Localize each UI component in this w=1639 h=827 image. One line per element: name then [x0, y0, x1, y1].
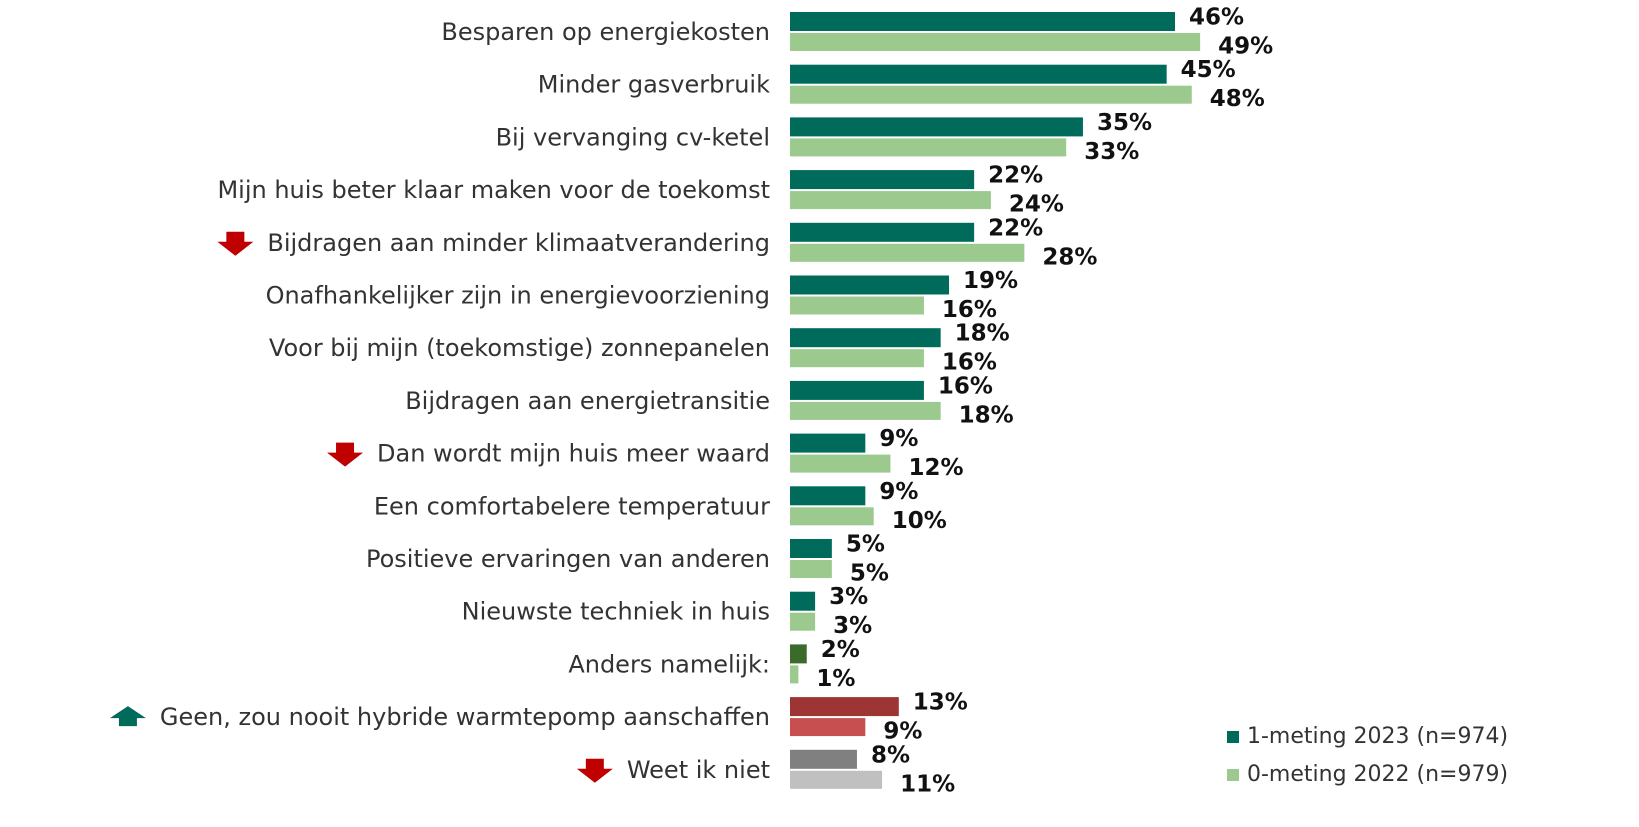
bar: [790, 507, 874, 526]
legend-swatch: [1227, 731, 1239, 743]
bar: [790, 328, 941, 348]
category-label: Minder gasverbruik: [538, 71, 770, 99]
category-label: Bijdragen aan minder klimaatverandering: [267, 229, 770, 257]
bar: [790, 697, 899, 717]
value-label: 11%: [900, 771, 955, 797]
bar: [790, 454, 891, 473]
value-label: 12%: [908, 455, 963, 481]
trend-arrow: [109, 706, 146, 727]
trend-arrow: [217, 231, 254, 256]
value-label: 5%: [850, 561, 889, 587]
bar: [790, 138, 1067, 157]
legend-swatch: [1227, 769, 1239, 781]
value-label: 18%: [959, 402, 1014, 428]
category-label: Een comfortabelere temperatuur: [374, 492, 770, 520]
bar: [790, 33, 1201, 51]
category-label: Bijdragen aan energietransitie: [405, 387, 770, 415]
bar: [790, 222, 975, 242]
bar: [790, 644, 807, 664]
category-label: Mijn huis beter klaar maken voor de toek…: [217, 176, 770, 204]
value-label: 3%: [829, 584, 868, 610]
bar: [790, 770, 883, 789]
bar: [790, 275, 950, 295]
bar: [790, 380, 924, 400]
value-label: 28%: [1042, 244, 1097, 270]
value-label: 45%: [1181, 57, 1236, 83]
bar: [790, 718, 866, 737]
legend-label: 1-meting 2023 (n=974): [1247, 724, 1508, 749]
value-label: 49%: [1218, 34, 1273, 60]
value-label: 19%: [963, 268, 1018, 294]
value-label: 8%: [871, 742, 910, 768]
value-label: 5%: [846, 532, 885, 558]
bar: [790, 349, 924, 368]
bar: [790, 64, 1167, 84]
bar: [790, 665, 799, 684]
value-label: 24%: [1009, 192, 1064, 218]
category-label: Nieuwste techniek in huis: [462, 598, 770, 626]
value-label: 16%: [938, 373, 993, 399]
bar: [790, 296, 924, 315]
bar: [790, 12, 1176, 31]
trend-arrow: [327, 442, 364, 467]
bar: [790, 433, 866, 453]
bar: [790, 401, 941, 420]
trend-arrow: [576, 758, 613, 783]
bar: [790, 191, 991, 210]
legend-label: 0-meting 2022 (n=979): [1247, 762, 1508, 787]
bar: [790, 560, 832, 578]
value-label: 9%: [879, 426, 918, 452]
category-label: Onafhankelijker zijn in energievoorzieni…: [266, 282, 770, 310]
value-label: 3%: [833, 613, 872, 639]
value-label: 10%: [892, 508, 947, 534]
category-label: Anders namelijk:: [568, 650, 770, 678]
bar: [790, 243, 1025, 262]
category-label: Besparen op energiekosten: [441, 18, 770, 46]
bar: [790, 117, 1083, 137]
value-label: 35%: [1097, 110, 1152, 136]
value-label: 33%: [1084, 139, 1139, 165]
bar: [790, 591, 816, 611]
value-label: 22%: [988, 163, 1043, 189]
category-label: Voor bij mijn (toekomstige) zonnepanelen: [269, 334, 770, 362]
value-label: 9%: [883, 719, 922, 745]
value-label: 22%: [988, 215, 1043, 241]
bar: [790, 170, 975, 190]
bar: [790, 85, 1192, 104]
value-label: 48%: [1210, 86, 1265, 112]
value-label: 16%: [942, 350, 997, 376]
bar: [790, 612, 816, 631]
category-label: Bij vervanging cv-ketel: [496, 123, 770, 151]
category-label: Geen, zou nooit hybride warmtepomp aansc…: [160, 703, 770, 731]
value-label: 13%: [913, 690, 968, 716]
value-label: 2%: [821, 637, 860, 663]
category-label: Dan wordt mijn huis meer waard: [377, 440, 770, 468]
value-label: 16%: [942, 297, 997, 323]
category-label: Weet ik niet: [627, 756, 770, 784]
bar: [790, 539, 832, 558]
value-label: 9%: [879, 479, 918, 505]
bar: [790, 486, 866, 506]
value-label: 1%: [816, 666, 855, 692]
category-label: Positieve ervaringen van anderen: [366, 545, 770, 573]
bar: [790, 749, 857, 769]
value-label: 18%: [955, 321, 1010, 347]
value-label: 46%: [1189, 5, 1244, 31]
